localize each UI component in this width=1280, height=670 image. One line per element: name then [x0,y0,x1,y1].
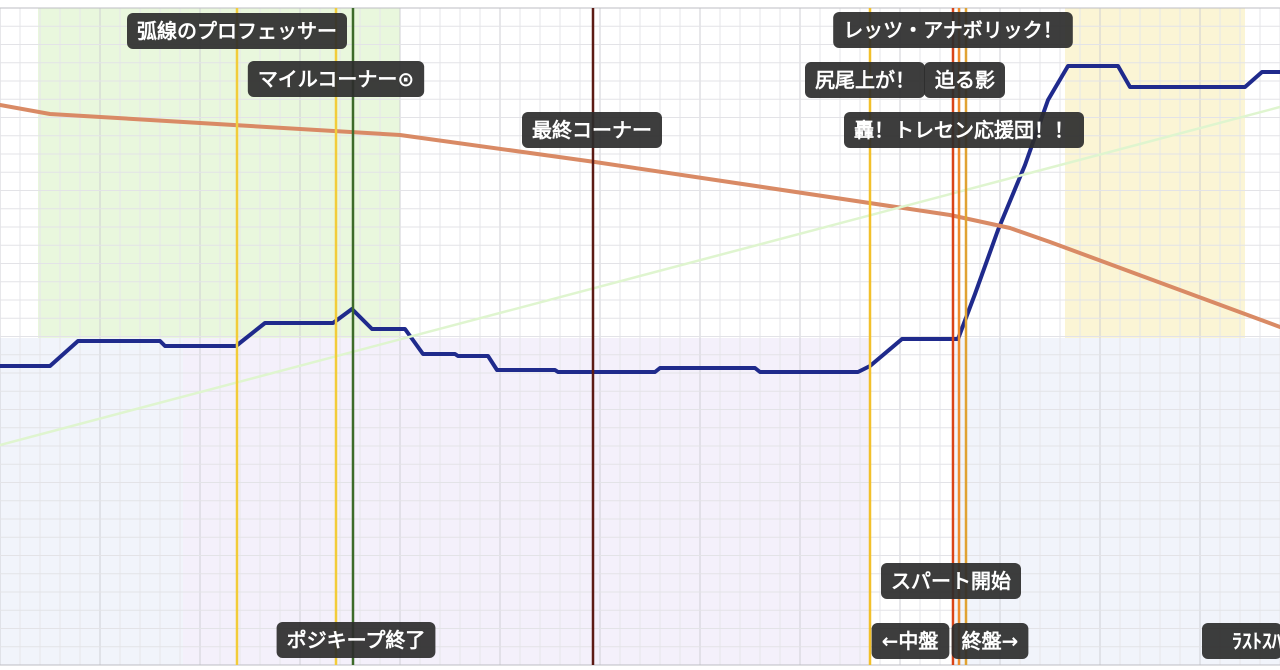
event-label-text: レッツ・アナボリック！ [843,18,1063,42]
event-label-box [1202,623,1280,659]
event-label-text: 最終コーナー [532,118,652,142]
event-label-text: 弧線のプロフェッサー [137,19,337,43]
event-label: 尻尾上が！ [805,62,925,98]
event-label-text: マイルコーナー⊙ [258,67,414,91]
event-label-box [276,622,436,658]
event-label: ﾗｽﾄｽﾊﾟ [1202,623,1280,659]
event-label-box [881,563,1021,599]
band-purple-zone [183,338,870,665]
band-blue-zone-left [0,338,183,665]
band-green-zone [38,8,400,338]
event-label-text: ←中盤 [882,629,940,653]
event-label: 迫る影 [924,62,1005,98]
event-label: マイルコーナー⊙ [247,61,425,97]
band-blue-zone-right [955,338,1280,665]
event-label-box [844,112,1084,148]
event-label-box [951,623,1029,659]
event-label: レッツ・アナボリック！ [833,12,1073,48]
series-line-1 [0,64,1280,374]
event-label-text: 轟！トレセン応援団！！ [854,118,1074,142]
event-label: 最終コーナー [522,112,662,148]
event-label: 轟！トレセン応援団！！ [844,112,1084,148]
event-label-box [871,623,950,659]
event-label-text: ﾗｽﾄｽﾊﾟ [1232,629,1280,653]
event-label-text: 終盤→ [962,629,1019,653]
event-label: スパート開始 [881,563,1021,599]
event-label-box [522,112,662,148]
event-label-text: ポジキープ終了 [287,628,426,652]
event-label: 弧線のプロフェッサー [127,13,347,49]
event-label-text: スパート開始 [891,569,1011,593]
event-label-box [247,61,425,97]
series-line-2 [0,103,1280,329]
series-line-3 [0,105,1280,447]
event-label-text: 迫る影 [934,68,995,92]
event-label-text: 尻尾上が！ [815,68,915,92]
event-label-box [805,62,925,98]
event-label: 終盤→ [951,623,1029,659]
event-label: ←中盤 [871,623,950,659]
event-label-box [833,12,1073,48]
event-label: ポジキープ終了 [276,622,436,658]
event-label-box [924,62,1005,98]
band-yellow-zone [1065,8,1245,338]
series-lines [0,64,1280,447]
event-label-box [127,13,347,49]
